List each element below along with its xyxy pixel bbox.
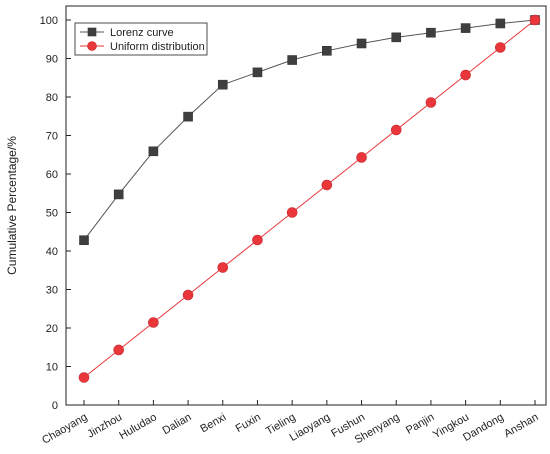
x-tick-label: Chaoyang xyxy=(40,411,89,446)
data-point-circle xyxy=(217,262,229,273)
data-point-square xyxy=(391,32,402,43)
y-tick-label: 20 xyxy=(46,323,58,335)
y-tick-label: 60 xyxy=(46,169,58,181)
data-point-square xyxy=(148,146,159,157)
data-point-square xyxy=(356,38,367,49)
data-point-square xyxy=(252,67,263,78)
data-point-circle xyxy=(460,69,471,81)
data-point-circle xyxy=(390,124,402,136)
y-tick-label: 0 xyxy=(52,400,58,412)
plot-frame xyxy=(65,5,547,406)
data-point-circle xyxy=(425,97,437,108)
series-line xyxy=(83,19,536,241)
y-tick-label: 40 xyxy=(46,246,58,258)
series-uniform-distribution xyxy=(78,14,541,383)
series-line xyxy=(83,19,536,378)
data-point-circle xyxy=(495,42,506,53)
data-point-circle xyxy=(182,289,194,301)
x-tick-label: Benxi xyxy=(198,411,228,435)
legend-label: Lorenz curve xyxy=(110,27,174,39)
data-point-circle xyxy=(286,207,298,218)
y-tick-label: 70 xyxy=(46,131,58,143)
y-tick-label: 100 xyxy=(40,15,58,27)
x-tick-label: Huludao xyxy=(117,411,158,442)
data-point-circle xyxy=(252,234,263,246)
data-point-square xyxy=(426,27,436,38)
x-tick-label: Dalian xyxy=(161,411,194,437)
legend-label: Uniform distribution xyxy=(110,41,205,53)
data-point-circle xyxy=(321,179,333,191)
y-tick-label: 80 xyxy=(46,92,58,104)
x-tick-label: Anshan xyxy=(502,411,540,440)
legend: Lorenz curve Uniform distribution xyxy=(74,22,208,56)
data-point-circle xyxy=(529,14,541,26)
series-lorenz-curve xyxy=(79,15,540,246)
data-point-circle xyxy=(148,317,159,328)
legend-marker-circle xyxy=(87,41,97,51)
data-point-circle xyxy=(78,372,90,383)
data-point-square xyxy=(460,23,471,33)
y-tick-label: 30 xyxy=(46,285,58,297)
data-point-square xyxy=(287,55,297,65)
x-tick-label: Jinzhou xyxy=(85,411,124,440)
legend-marker-square xyxy=(87,27,97,37)
data-point-square xyxy=(79,235,89,246)
data-point-circle xyxy=(356,152,367,163)
data-point-circle xyxy=(113,344,124,356)
y-tick-label: 10 xyxy=(46,362,58,374)
data-point-square xyxy=(113,189,124,200)
data-point-square xyxy=(183,111,193,122)
y-tick-label: 50 xyxy=(46,208,58,220)
y-axis-title: Cumulative Percentage/% xyxy=(5,136,19,275)
x-tick-label: Fuxin xyxy=(234,411,263,435)
data-point-square xyxy=(322,45,332,56)
data-point-square xyxy=(495,18,506,29)
legend-box xyxy=(74,22,208,56)
data-point-square xyxy=(217,79,228,90)
y-tick-label: 90 xyxy=(46,54,58,66)
